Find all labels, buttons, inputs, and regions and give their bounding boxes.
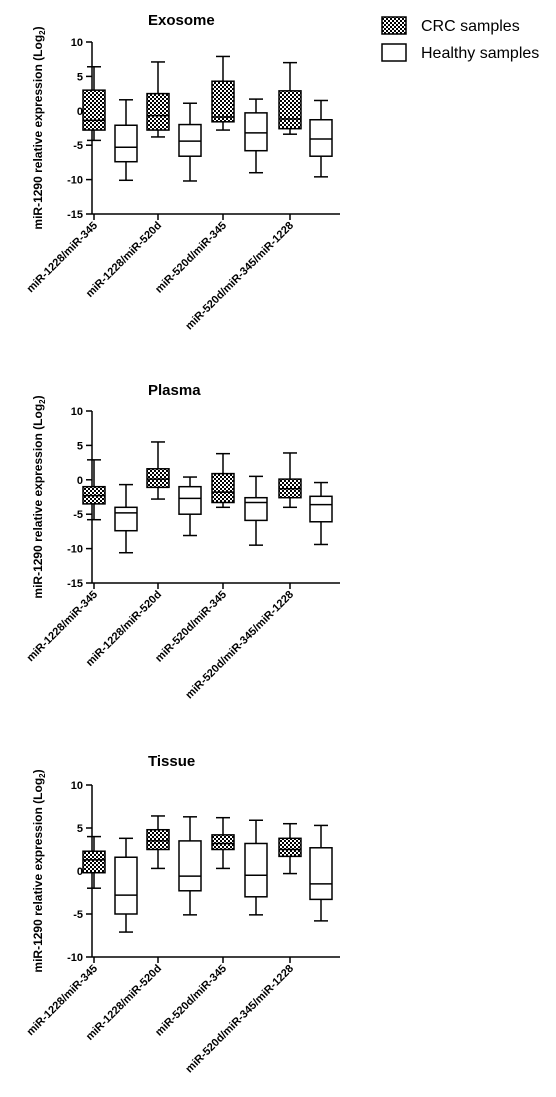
y-axis-label: miR-1290 relative expression (Log2) — [31, 769, 47, 972]
healthy-box-1 — [114, 483, 138, 554]
panel-title: Plasma — [148, 382, 201, 399]
y-axis-label: miR-1290 relative expression (Log2) — [31, 26, 47, 229]
healthy-box-3 — [244, 475, 268, 546]
panel-title: Exosome — [148, 12, 215, 29]
crc-box-1 — [82, 459, 106, 521]
crc-box-2 — [146, 815, 170, 870]
healthy-box-4 — [309, 99, 333, 178]
crc-box-1 — [82, 835, 106, 889]
crc-box-2 — [146, 61, 170, 138]
y-tick-label: 10 — [71, 780, 83, 792]
y-tick-label: -5 — [73, 509, 83, 521]
y-tick-label: 0 — [77, 475, 83, 487]
healthy-box-2 — [178, 816, 202, 916]
x-category-label: miR-520d/miR-345/miR-1228 — [183, 589, 296, 702]
x-category-label: miR-1228/miR-345 — [25, 589, 101, 665]
crc-box-4 — [278, 61, 302, 135]
y-tick-label: 10 — [71, 406, 83, 418]
y-tick-label: -15 — [67, 578, 83, 590]
y-tick-label: -5 — [73, 140, 83, 152]
crc-box-3 — [211, 452, 235, 509]
crc-box-3 — [211, 816, 235, 870]
legend-label-crc: CRC samples — [421, 18, 520, 35]
y-tick-label: 5 — [77, 823, 83, 835]
chart-panels: Exosome -15 -10 -5 0 5 10 miR-1290 relative exp… — [25, 12, 340, 1075]
healthy-box-1 — [114, 837, 138, 933]
crc-box-2 — [146, 441, 170, 500]
panel-title: Tissue — [148, 753, 195, 770]
healthy-box-4 — [309, 481, 333, 546]
x-category-label: miR-520d/miR-345/miR-1228 — [183, 220, 296, 333]
y-tick-label: -10 — [67, 544, 83, 556]
healthy-box-2 — [178, 102, 202, 182]
y-tick-label: -15 — [67, 209, 83, 221]
y-tick-label: 0 — [77, 866, 83, 878]
y-tick-label: -10 — [67, 952, 83, 964]
y-tick-label: -10 — [67, 175, 83, 187]
healthy-box-4 — [309, 824, 333, 922]
panel-plasma: Plasma -15 -10 -5 0 5 10 miR-1290 relative expr… — [25, 382, 340, 701]
x-category-label: miR-520d/miR-345/miR-1228 — [183, 963, 296, 1076]
x-category-label: miR-520d/miR-345 — [153, 589, 229, 665]
y-tick-label: 10 — [71, 37, 83, 49]
healthy-box-3 — [244, 819, 268, 916]
legend: CRC samples Healthy samples — [381, 16, 539, 62]
crc-box-3 — [211, 55, 235, 131]
legend-swatch-healthy — [381, 43, 407, 62]
legend-swatch-crc — [381, 16, 407, 35]
y-tick-label: 0 — [77, 106, 83, 118]
healthy-box-2 — [178, 476, 202, 537]
y-tick-label: 5 — [77, 71, 83, 83]
crc-box-1 — [82, 66, 106, 142]
panel-exosome: Exosome -15 -10 -5 0 5 10 miR-1290 relative exp… — [25, 12, 340, 332]
y-tick-label: -5 — [73, 909, 83, 921]
crc-box-4 — [278, 822, 302, 875]
x-category-label: miR-520d/miR-345 — [153, 220, 229, 296]
x-category-label: miR-1228/miR-345 — [25, 220, 101, 296]
legend-label-healthy: Healthy samples — [421, 45, 539, 62]
panel-tissue: Tissue -10 -5 0 5 10 miR-1290 relative express… — [25, 753, 340, 1075]
crc-box-4 — [278, 452, 302, 509]
healthy-box-3 — [244, 98, 268, 174]
y-axis-label: miR-1290 relative expression (Log2) — [31, 395, 47, 598]
healthy-box-1 — [114, 99, 138, 182]
y-tick-label: 5 — [77, 440, 83, 452]
x-category-label: miR-520d/miR-345 — [153, 963, 229, 1039]
x-category-label: miR-1228/miR-345 — [25, 963, 101, 1039]
